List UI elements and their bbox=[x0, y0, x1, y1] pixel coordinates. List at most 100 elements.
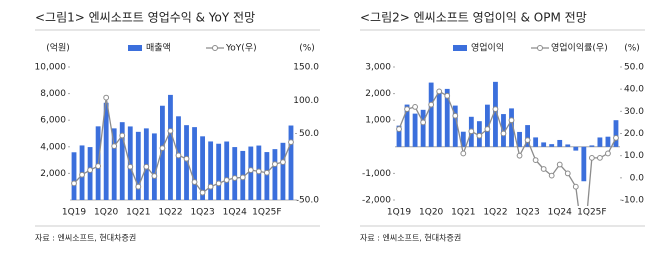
bar bbox=[533, 137, 539, 147]
bar bbox=[549, 144, 555, 147]
legend-marker bbox=[537, 45, 543, 51]
bar bbox=[613, 120, 619, 147]
line-marker bbox=[476, 132, 483, 139]
line-marker bbox=[199, 189, 206, 196]
line-marker bbox=[516, 152, 523, 159]
bar bbox=[509, 108, 514, 147]
line-marker bbox=[492, 106, 499, 113]
line-marker bbox=[581, 246, 586, 251]
line-marker bbox=[524, 137, 531, 144]
line-marker bbox=[508, 117, 515, 124]
line-marker bbox=[127, 163, 134, 170]
y2-axis-label: (%) bbox=[299, 44, 315, 54]
line-marker bbox=[183, 155, 190, 162]
y2-tick-label: 150.0 bbox=[293, 63, 319, 73]
y2-tick-label: 50.0 bbox=[299, 129, 319, 139]
chart-title: <그림2> 엔씨소프트 영업이익 & OPM 전망 bbox=[360, 11, 587, 25]
x-tick-label: 1Q19 bbox=[62, 208, 87, 218]
bar bbox=[485, 104, 490, 147]
bar bbox=[597, 137, 603, 147]
line-marker bbox=[272, 161, 278, 167]
bar bbox=[224, 141, 230, 200]
x-tick-label: 1Q19 bbox=[387, 208, 412, 218]
line-marker bbox=[255, 168, 262, 175]
line-marker bbox=[532, 157, 539, 164]
line-marker bbox=[396, 126, 402, 132]
y2-tick-label: 20.0 bbox=[624, 129, 644, 139]
line-marker bbox=[613, 135, 619, 141]
line-marker bbox=[103, 94, 110, 101]
y-tick-label: 3,000 bbox=[365, 63, 391, 73]
bar bbox=[160, 105, 165, 200]
y-tick-label: 4,000 bbox=[40, 142, 66, 152]
line-marker bbox=[452, 112, 459, 119]
line-marker bbox=[207, 183, 214, 190]
bar bbox=[184, 125, 189, 200]
line-marker bbox=[564, 170, 571, 177]
legend-marker bbox=[212, 45, 218, 51]
x-tick-label: 1Q24 bbox=[223, 208, 248, 218]
line-marker bbox=[79, 171, 85, 178]
y-tick-label: -1,000 bbox=[362, 169, 391, 179]
x-tick-label: 1Q21 bbox=[451, 208, 475, 218]
bar bbox=[87, 147, 93, 200]
y2-tick-label: 0.0 bbox=[630, 173, 645, 183]
line-marker bbox=[215, 180, 222, 187]
bar bbox=[541, 142, 547, 147]
y2-axis-label: (%) bbox=[624, 44, 640, 54]
x-tick-label: 1Q20 bbox=[419, 208, 444, 218]
y-tick-label: -2,000 bbox=[362, 196, 391, 206]
legend-label: 영업이익 bbox=[471, 42, 504, 54]
bar bbox=[272, 149, 278, 200]
line bbox=[73, 97, 292, 194]
x-tick-label: 1Q22 bbox=[483, 208, 507, 218]
x-tick-label: 1Q24 bbox=[548, 208, 573, 218]
x-tick-label: 1Q21 bbox=[126, 208, 150, 218]
bar bbox=[412, 113, 418, 147]
bar bbox=[420, 109, 426, 147]
y-tick-label: 2,000 bbox=[365, 89, 391, 99]
line-marker bbox=[231, 175, 238, 181]
legend-label: 영업이익률(우) bbox=[551, 42, 608, 54]
y-tick-label: 1,000 bbox=[365, 116, 391, 126]
bar bbox=[119, 122, 125, 200]
legend-label: 매출액 bbox=[146, 42, 171, 54]
y2-tick-label: 100.0 bbox=[293, 96, 319, 106]
x-tick-label: 1Q22 bbox=[158, 208, 182, 218]
line-marker bbox=[263, 169, 270, 176]
bar bbox=[589, 145, 595, 147]
legend-swatch bbox=[453, 45, 467, 51]
x-tick-label: 1Q25F bbox=[577, 208, 606, 218]
bar bbox=[248, 146, 254, 200]
bar bbox=[396, 125, 402, 147]
bar bbox=[493, 81, 498, 147]
y-tick-label: 2,000 bbox=[40, 169, 66, 179]
bar bbox=[565, 144, 571, 147]
line-marker bbox=[119, 132, 126, 139]
bar bbox=[208, 141, 214, 200]
y-tick-label: 10,000 bbox=[35, 63, 67, 73]
source: 자료 : 엔씨소프트, 현대차증권 bbox=[35, 233, 136, 243]
line-marker bbox=[484, 126, 491, 132]
bar bbox=[200, 136, 205, 200]
bar bbox=[501, 114, 506, 147]
line bbox=[398, 90, 617, 206]
line-marker bbox=[191, 179, 198, 185]
y2-tick-label: 40.0 bbox=[624, 85, 644, 95]
source: 자료 : 엔씨소프트, 현대차증권 bbox=[360, 233, 461, 243]
x-tick-label: 1Q23 bbox=[190, 208, 214, 218]
line-marker bbox=[87, 167, 93, 173]
y-tick-label: 6,000 bbox=[40, 116, 66, 126]
y2-tick-label: -50.0 bbox=[296, 196, 320, 206]
legend-label: YoY(우) bbox=[225, 43, 257, 54]
y2-tick-label: 30.0 bbox=[624, 107, 644, 117]
y-axis-label: (억원) bbox=[46, 42, 70, 54]
x-tick-label: 1Q25F bbox=[252, 208, 281, 218]
line-marker bbox=[404, 106, 410, 113]
bar bbox=[216, 143, 222, 200]
line-marker bbox=[288, 139, 294, 146]
line-marker bbox=[572, 183, 579, 190]
line-marker bbox=[500, 130, 507, 137]
legend-swatch bbox=[128, 45, 142, 51]
